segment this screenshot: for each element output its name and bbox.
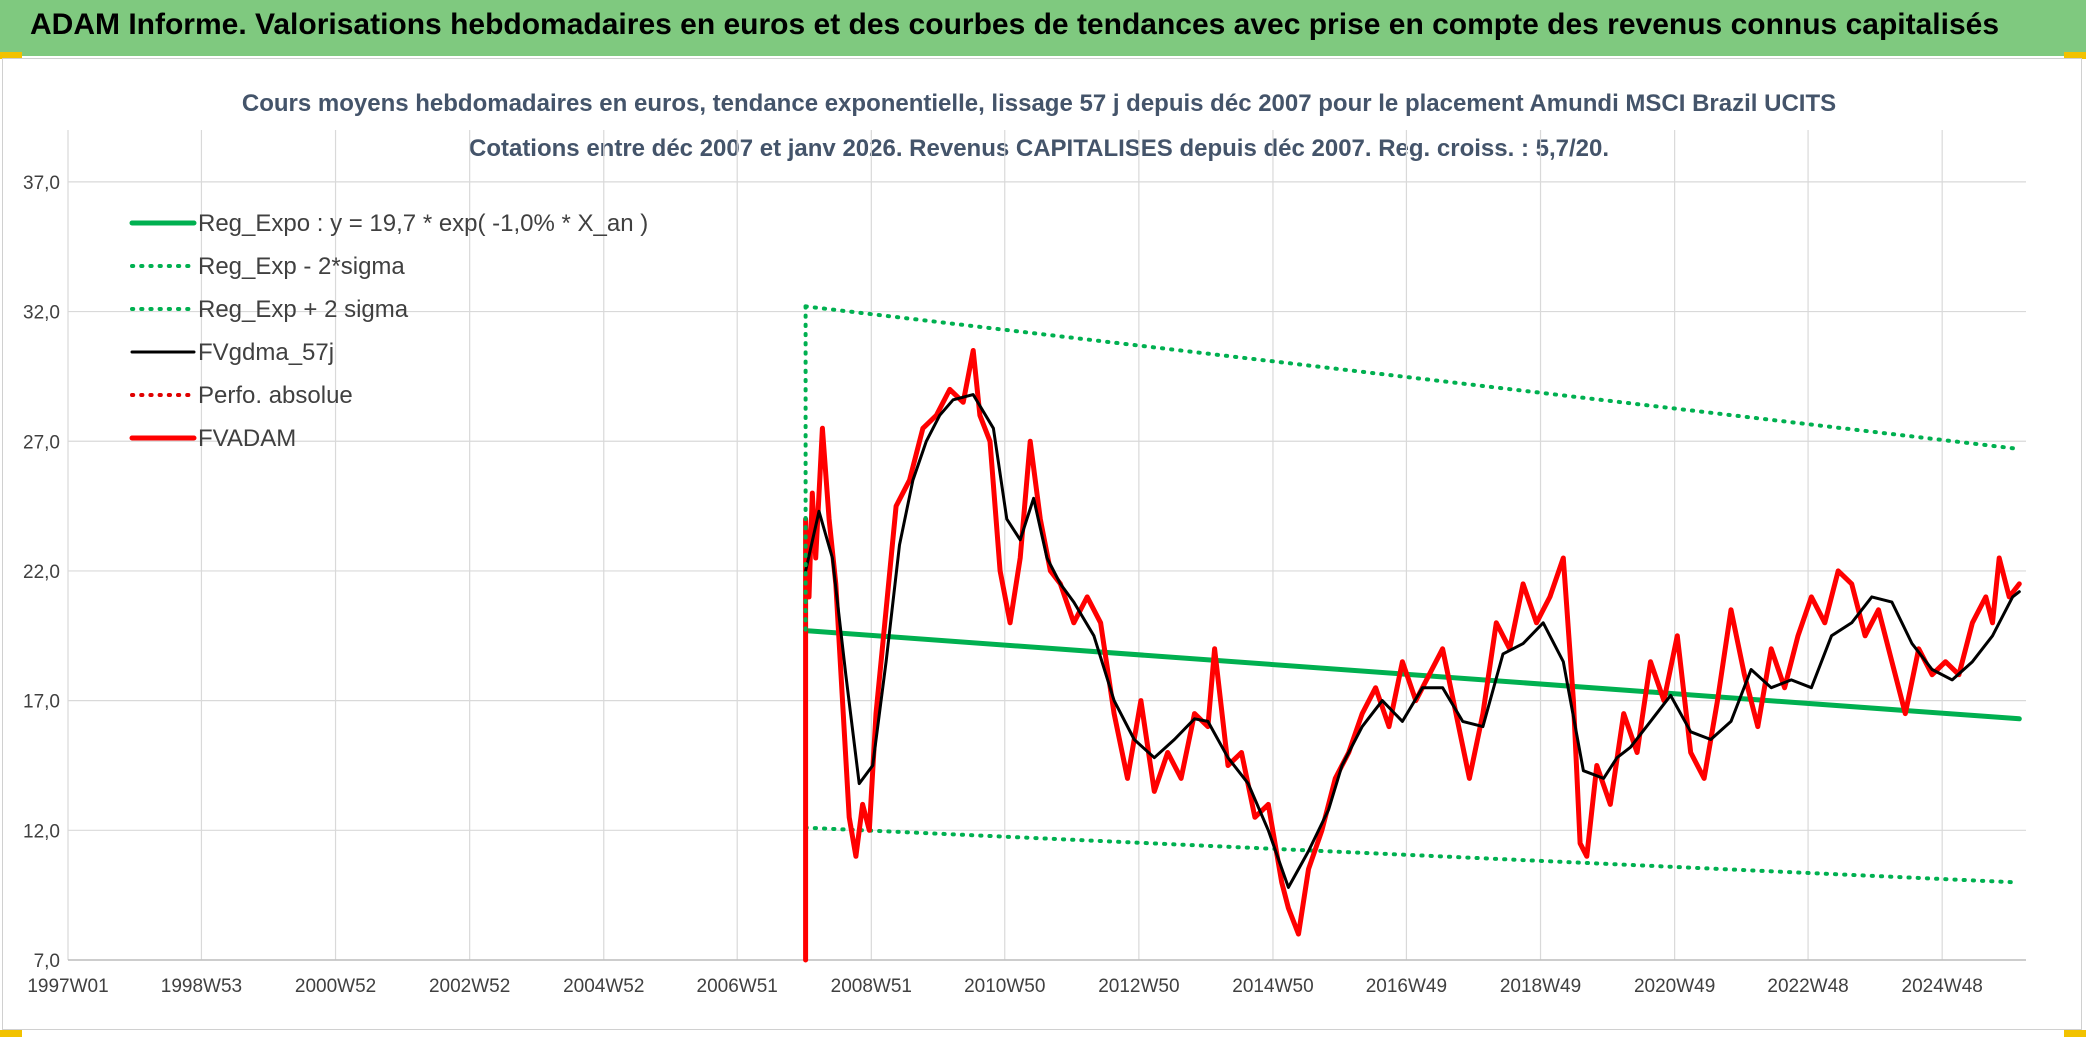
- series-line-3: [804, 393, 2021, 889]
- series-line-2: [803, 304, 2022, 451]
- x-tick-label: 2006W51: [697, 976, 778, 997]
- x-tick-label: 2000W52: [295, 976, 376, 997]
- x-tick-label: 1997W01: [27, 976, 108, 997]
- legend: Reg_Expo : y = 19,7 * exp( -1,0% * X_an …: [129, 210, 648, 452]
- x-tick-label: 2014W50: [1232, 976, 1313, 997]
- y-tick-label: 37,0: [23, 173, 60, 194]
- x-tick-label: 2008W51: [831, 976, 912, 997]
- corner-marker-bottom-left: [0, 1030, 22, 1037]
- x-tick-label: 2020W49: [1634, 976, 1715, 997]
- x-tick-label: 2004W52: [563, 976, 644, 997]
- y-tick-label: 27,0: [23, 432, 60, 453]
- x-tick-label: 2024W48: [1902, 976, 1983, 997]
- series-layer: [803, 304, 2022, 963]
- y-tick-label: 12,0: [23, 821, 60, 842]
- corner-marker-bottom-right: [2064, 1030, 2086, 1037]
- legend-label: Perfo. absolue: [198, 382, 353, 409]
- report-title: ADAM Informe. Valorisations hebdomadaire…: [30, 8, 1999, 41]
- x-tick-label: 2018W49: [1500, 976, 1581, 997]
- series-line-1: [803, 825, 2015, 885]
- x-tick-label: 2012W50: [1098, 976, 1179, 997]
- corner-marker-top-left: [0, 52, 22, 59]
- y-tick-label: 17,0: [23, 692, 60, 713]
- y-tick-label: 32,0: [23, 303, 60, 324]
- corner-marker-top-right: [2064, 52, 2086, 59]
- series-line-5: [803, 348, 2022, 963]
- axes: 7,0 12,0 17,0 22,0 27,0 32,0 37,0 1997W01 1998W5…: [23, 173, 2026, 997]
- gridlines: [67, 130, 2026, 961]
- chart-frame: [2, 58, 2082, 1030]
- series-line-0: [803, 628, 2022, 722]
- legend-label: FVgdma_57j: [198, 339, 334, 366]
- legend-label: Reg_Exp - 2*sigma: [198, 253, 405, 280]
- x-tick-label: 2010W50: [964, 976, 1045, 997]
- chart-title: Cours moyens hebdomadaires en euros, ten…: [242, 90, 1836, 117]
- y-tick-label: 22,0: [23, 562, 60, 583]
- x-tick-label: 2016W49: [1366, 976, 1447, 997]
- x-tick-label: 1998W53: [161, 976, 242, 997]
- y-tick-label: 7,0: [34, 951, 60, 972]
- legend-label: Reg_Expo : y = 19,7 * exp( -1,0% * X_an …: [198, 210, 648, 237]
- report-banner: ADAM Informe. Valorisations hebdomadaire…: [0, 0, 2086, 56]
- x-tick-label: 2002W52: [429, 976, 510, 997]
- x-tick-label: 2022W48: [1767, 976, 1848, 997]
- chart-subtitle: Cotations entre déc 2007 et janv 2026. R…: [469, 135, 1609, 162]
- legend-label: Reg_Exp + 2 sigma: [198, 296, 409, 323]
- legend-label: FVADAM: [198, 425, 296, 452]
